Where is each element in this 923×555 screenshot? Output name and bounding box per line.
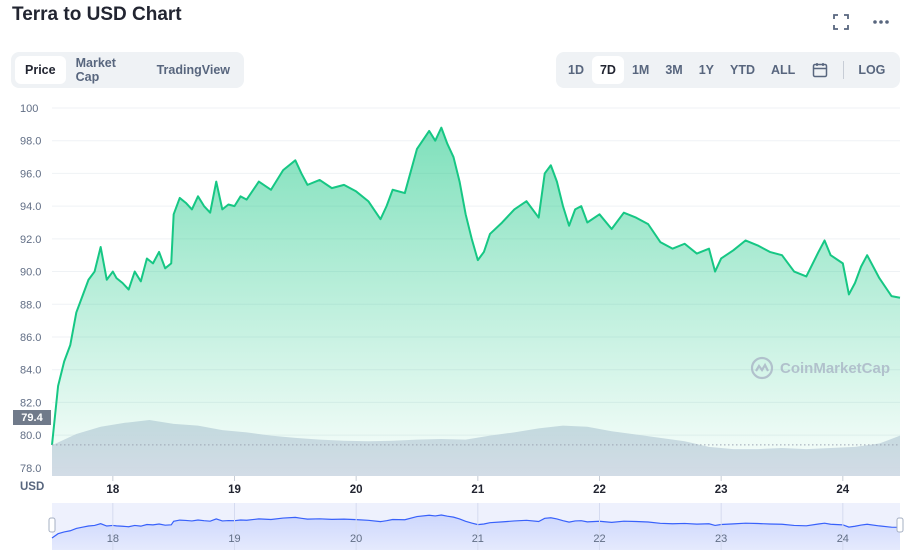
y-tick-label: 86.0 [20,332,41,344]
currency-label: USD [20,481,45,493]
range-7d[interactable]: 7D [591,56,624,84]
y-tick-label: 90.0 [20,267,41,279]
price-area-fill [52,127,900,477]
navigator-tick-label: 20 [350,533,362,545]
navigator-tick-label: 22 [593,533,605,545]
navigator-tick-label: 24 [837,533,849,545]
tab-price[interactable]: Price [15,56,66,84]
time-range-selector: 1D 7D 1M 3M 1Y YTD ALL LOG [556,52,900,88]
tab-market-cap[interactable]: Market Cap [75,56,116,84]
divider [843,61,845,79]
log-toggle[interactable]: LOG [858,63,886,77]
coinmarketcap-logo-icon [750,356,774,380]
tab-tradingview[interactable]: TradingView [156,63,230,77]
x-tick-label: 19 [228,484,241,496]
range-1y[interactable]: 1Y [698,63,715,77]
y-tick-label: 78.0 [20,463,41,475]
x-tick-label: 18 [106,484,119,496]
y-tick-label: 84.0 [20,365,41,377]
price-line [51,126,901,446]
range-1d[interactable]: 1D [568,63,584,77]
y-tick-label: 98.0 [20,136,41,148]
watermark: CoinMarketCap [750,356,890,380]
x-tick-label: 23 [715,484,728,496]
range-ytd[interactable]: YTD [730,63,756,77]
y-tick-label: 92.0 [20,234,41,246]
x-tick-label: 20 [350,484,363,496]
navigator-right-handle [896,517,904,533]
calendar-icon[interactable] [803,56,837,84]
chart-type-tabs: Price Market Cap TradingView [11,52,244,88]
price-area [51,126,901,477]
navigator[interactable]: 18 19 20 21 22 23 24 [48,503,904,550]
navigator-line [51,514,901,539]
navigator-left-handle [48,517,56,533]
more-icon[interactable] [869,10,893,34]
x-tick-label: 22 [593,484,606,496]
range-1m[interactable]: 1M [631,63,650,77]
range-all[interactable]: ALL [771,63,796,77]
x-tick-label: 24 [836,484,849,496]
y-tick-label: 94.0 [20,201,41,213]
watermark-text: CoinMarketCap [780,359,891,377]
y-tick-label: 100 [20,103,38,115]
x-tick-label: 21 [471,484,484,496]
navigator-tick-label: 18 [107,533,119,545]
fullscreen-icon[interactable] [829,10,853,34]
x-axis-ticks: 18 19 20 21 22 23 24 [106,476,850,496]
navigator-tick-label: 19 [228,533,240,545]
y-tick-label: 82.0 [20,397,41,409]
y-tick-label: 96.0 [20,168,41,180]
navigator-tick-label: 21 [472,533,484,545]
page-title: Terra to USD Chart [12,4,182,25]
y-axis-ticks: 100 98.0 96.0 94.0 92.0 90.0 88.0 86.0 84.0 82.0 8… [20,103,41,475]
y-tick-label: 88.0 [20,299,41,311]
range-3m[interactable]: 3M [665,63,683,77]
current-price-label: 79.4 [13,410,51,425]
navigator-tick-label: 23 [715,533,727,545]
y-tick-label: 80.0 [20,430,41,442]
